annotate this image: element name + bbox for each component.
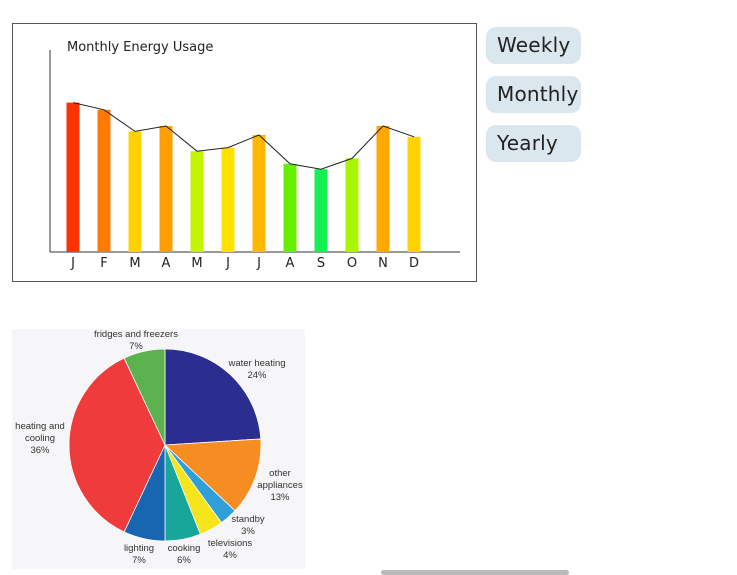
- pie-label-lighting: lighting 7%: [123, 543, 155, 566]
- x-tick-label: J: [225, 256, 230, 271]
- bar-5: [221, 147, 235, 252]
- pie-chart-svg: [68, 348, 262, 542]
- bar-chart-svg: Monthly Energy Usage J F M A M J J A S O N D: [49, 40, 460, 271]
- pie-label-fridges: fridges and freezers 7%: [94, 329, 178, 352]
- bar-9: [345, 158, 359, 252]
- x-tick-label: S: [317, 256, 325, 271]
- x-tick-label: J: [70, 256, 75, 271]
- pie-slice-fridges-and-freezers: [123, 348, 166, 446]
- chart-title: Monthly Energy Usage: [67, 40, 213, 55]
- bar-8: [314, 169, 328, 252]
- x-tick-label: N: [378, 256, 388, 271]
- bar-2: [128, 131, 142, 252]
- x-tick-label: O: [347, 256, 357, 271]
- pie-label-other-appliances: other appliances 13%: [257, 468, 303, 503]
- pie-slice-heating-and-cooling: [68, 357, 166, 533]
- x-tick-label: A: [162, 256, 171, 271]
- period-toggle-group: Weekly Monthly Yearly: [486, 27, 581, 174]
- x-tick-label: M: [191, 256, 202, 271]
- monthly-usage-chart: Monthly Energy Usage J F M A M J J A S O N D: [12, 23, 477, 282]
- trend-line: [72, 102, 415, 170]
- x-tick-label: J: [256, 256, 261, 271]
- bar-11: [407, 136, 421, 252]
- monthly-button[interactable]: Monthly: [486, 76, 581, 113]
- pie-label-televisions: televisions 4%: [207, 538, 253, 561]
- pie-slice-water-heating: [164, 348, 262, 446]
- bar-6: [252, 135, 266, 252]
- weekly-button[interactable]: Weekly: [486, 27, 581, 64]
- bar-0: [66, 102, 80, 252]
- pie-label-standby: standby 3%: [231, 514, 265, 537]
- bar-10: [376, 126, 390, 252]
- x-tick-label: F: [100, 256, 107, 271]
- bar-7: [283, 163, 297, 252]
- pie-label-cooking: cooking 6%: [167, 543, 201, 566]
- x-tick-label: M: [129, 256, 140, 271]
- yearly-button[interactable]: Yearly: [486, 125, 581, 162]
- bar-4: [190, 151, 204, 252]
- x-tick-label: A: [286, 256, 295, 271]
- bar-3: [159, 126, 173, 252]
- bar-1: [97, 109, 111, 252]
- horizontal-scrollbar[interactable]: [381, 570, 569, 575]
- pie-label-water-heating: water heating 24%: [228, 358, 286, 381]
- pie-label-heating-cooling: heating and cooling 36%: [15, 421, 65, 456]
- x-tick-label: D: [409, 256, 419, 271]
- energy-breakdown-pie-chart: fridges and freezers 7% water heating 24% …: [12, 329, 305, 569]
- pie-slice-other-appliances: [164, 438, 262, 512]
